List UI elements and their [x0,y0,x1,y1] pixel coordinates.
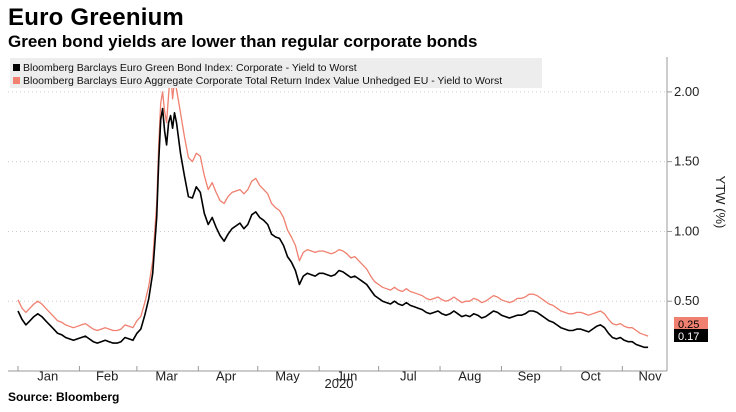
legend-background [10,58,542,88]
y-tick-label: 1.00 [674,223,699,238]
legend-label-green: Bloomberg Barclays Euro Green Bond Index… [23,62,357,74]
source-note: Source: Bloomberg [8,390,120,404]
x-axis-ticks: Jan Feb Mar Apr May Jun Jul Aug Sep Oct Nov [17,366,663,383]
x-tick-label: Sep [518,368,541,383]
end-label-aggregate-bg [674,317,708,330]
x-tick-label: Nov [639,368,663,383]
series-line-aggregate [17,70,649,337]
x-tick-label: Oct [581,368,602,383]
plot-background [8,57,668,370]
series-line-green-bond [17,107,649,349]
x-tick-label: Aug [458,368,481,383]
end-label-green: 0.17 [674,329,708,343]
x-tick-label: Apr [216,368,237,383]
y-axis-title: YTW (%) [713,176,728,229]
legend-swatch-aggregate [13,77,20,84]
y-tick-label: 1.50 [674,154,699,169]
x-tick-label: Jul [400,368,417,383]
x-tick-label: Mar [155,368,178,383]
x-tick-label: Jan [37,368,58,383]
series-lines [17,70,649,349]
end-label-green-bg [674,329,708,342]
y-tick-label: 0.50 [674,293,699,308]
end-label-aggregate-value: 0.25 [678,319,699,331]
legend: Bloomberg Barclays Euro Green Bond Index… [10,58,542,88]
x-tick-label: Jun [336,368,357,383]
chart-title: Euro Greenium [8,4,184,31]
x-tick-label: Feb [96,368,118,383]
end-label-aggregate: 0.25 [674,317,708,331]
x-axis-year-label: 2020 [325,376,354,391]
y-tick-label: 2.00 [674,84,699,99]
legend-label-aggregate: Bloomberg Barclays Euro Aggregate Corpor… [23,75,502,87]
x-tick-label: May [275,368,300,383]
chart-subtitle: Green bond yields are lower than regular… [8,32,478,51]
y-axis-ticks: 0.50 1.00 1.50 2.00 [667,84,699,308]
end-label-green-value: 0.17 [678,331,699,343]
legend-swatch-green [13,64,20,71]
